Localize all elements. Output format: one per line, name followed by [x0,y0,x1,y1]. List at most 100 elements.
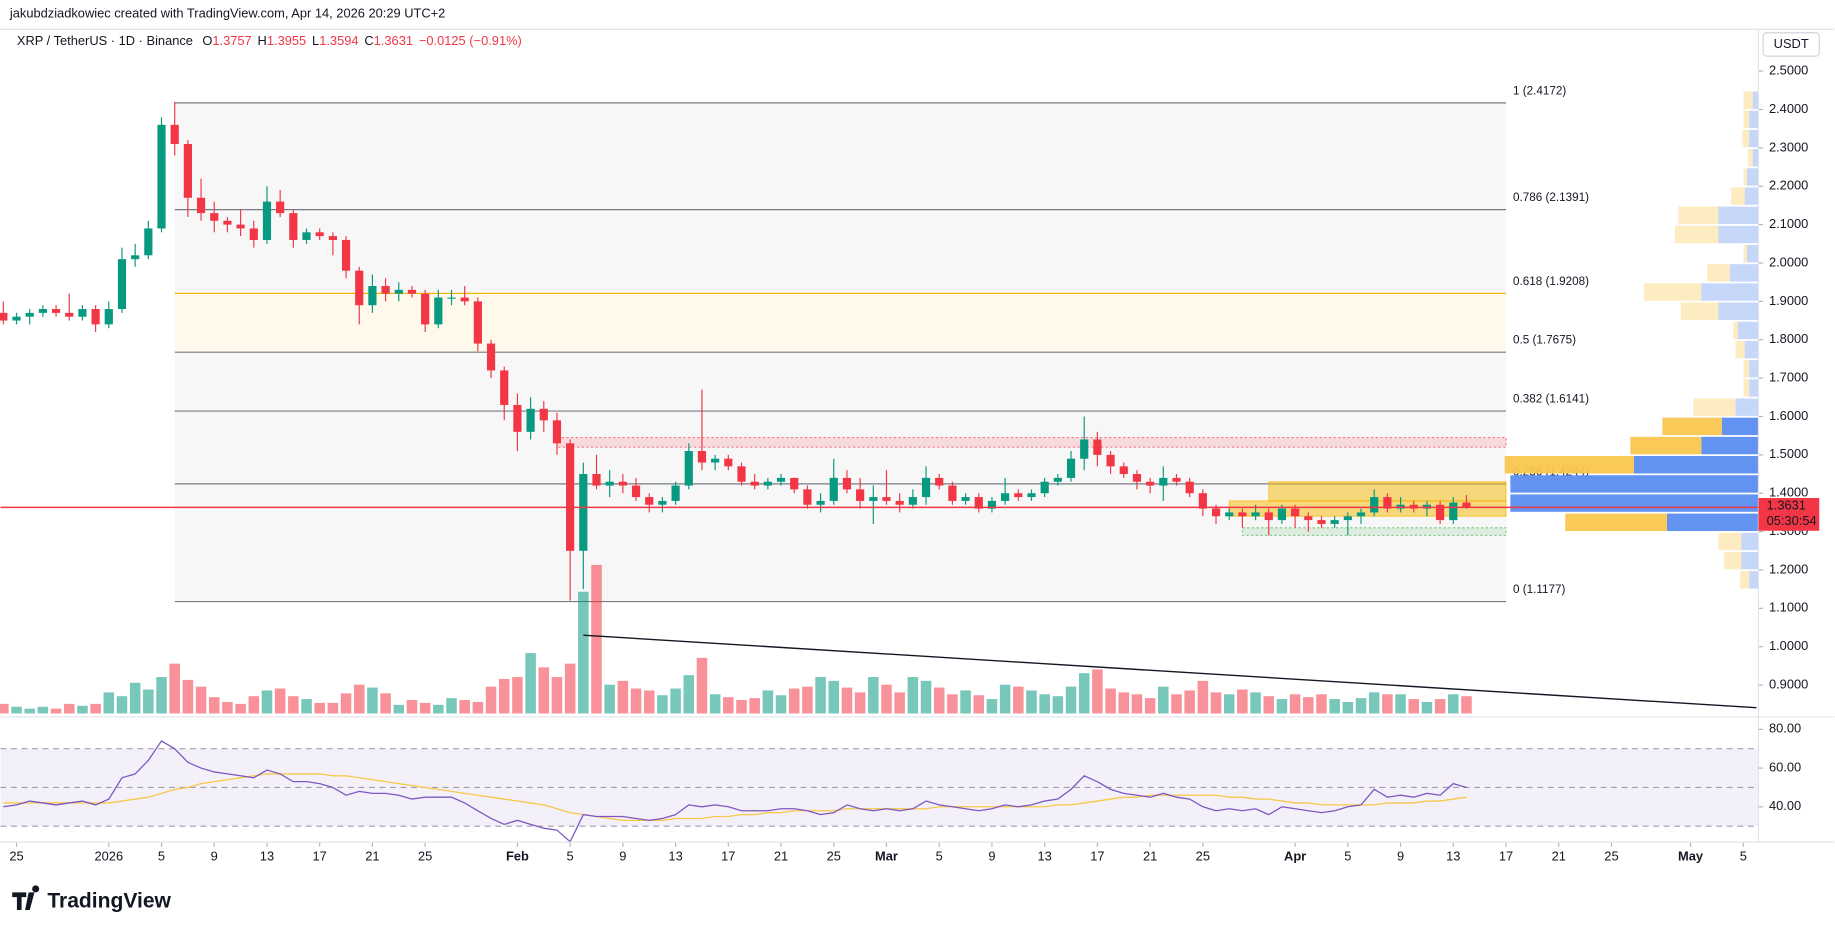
legend: XRP / TetherUS · 1D · Binance O1.3757 H1.3… [17,33,522,48]
volume-bar [1368,692,1380,714]
volume-bar [525,653,536,714]
volume-bar [156,677,167,714]
volume-bar [538,667,550,714]
profile-up [1701,436,1759,455]
profile-up [1749,129,1759,148]
currency[interactable]: USDT [1774,36,1809,51]
candle-body [1383,497,1392,509]
candle-body [803,489,812,505]
volume-bar [327,702,339,714]
candle-body [1330,520,1339,524]
volume-bar [472,701,484,714]
profile-up [1752,149,1759,167]
profile-down [1678,206,1719,225]
volume-bar [340,693,352,714]
volume-bar [1250,692,1261,714]
candle-body [684,451,693,486]
candle-body [631,485,641,498]
candle-body [289,213,298,240]
candle-body [987,500,997,509]
volume-bar [1382,694,1393,714]
volume-bar [841,687,853,714]
profile-down [1718,532,1742,551]
volume-bar [380,693,391,714]
profile-up [1741,551,1759,570]
x-tick-label: 5 [1740,849,1747,864]
profile-down [1706,264,1730,282]
candle-body [1264,512,1273,521]
x-tick-label: 21 [1143,849,1157,864]
candle-body [1225,512,1234,517]
volume-bar [670,688,681,714]
volume-bar [1276,699,1288,714]
y-tick-label: 2.5000 [1769,63,1808,78]
volume-bar [1026,690,1037,714]
currency-box[interactable] [1762,32,1820,57]
volume-bar [235,703,246,714]
high-value: 1.3955 [267,33,306,48]
profile-up [1718,206,1759,225]
ohlc-prefix: L [312,33,319,48]
volume-bar [182,679,194,714]
candle-body [750,481,759,486]
profile-up [1701,283,1759,301]
profile-down [1743,110,1750,129]
x-tick-label: 13 [668,849,682,864]
volume-bar [933,687,945,714]
volume-bar [446,698,457,714]
rsi-tick-label: 80.00 [1769,721,1801,736]
candle-body [829,477,838,501]
candle-body [341,239,351,271]
x-tick-label: 13 [1038,849,1052,864]
candle-body [144,228,153,256]
x-tick-label: 17 [1499,849,1513,864]
candle-body [816,500,825,505]
x-tick-label: May [1678,849,1704,864]
candle-body [38,309,47,313]
profile-up [1741,532,1759,551]
volume-bar [1052,696,1064,714]
volume-bar [1434,699,1446,714]
x-tick-label: Mar [875,849,898,864]
volume-bar [512,677,523,714]
volume-bar [0,703,9,714]
countdown: 05:30:54 [1767,513,1817,528]
profile-down [1735,340,1745,359]
candle-body [1449,502,1458,521]
volume-bar [11,706,22,714]
x-tick-label: 17 [313,849,327,864]
profile-down [1680,302,1719,320]
volume-bar [406,700,418,714]
candle-body [223,220,232,225]
candle-body [618,481,627,486]
x-tick-label: 9 [988,849,995,864]
candle-body [157,124,166,229]
volume-bar [1118,692,1130,714]
volume-bar [24,708,35,714]
candle-body [974,497,983,509]
candle-body [1291,508,1300,517]
volume-bar [1144,698,1156,714]
x-tick-label: 21 [774,849,788,864]
profile-down [1743,360,1750,378]
volume-bar [749,698,760,714]
open-value: 1.3757 [212,33,251,48]
y-tick-label: 2.1000 [1769,216,1808,231]
volume-bar [709,694,721,714]
candle-body [1343,516,1352,521]
profile-up [1721,417,1759,436]
profile-down [1662,417,1722,436]
candle-body [1251,512,1260,517]
x-tick-label: 5 [567,849,574,864]
candle-body [196,197,206,214]
volume-bar [433,704,444,714]
profile-down [1630,436,1702,455]
x-tick-label: 5 [158,849,165,864]
volume-bar [1329,699,1340,714]
volume-bar [604,684,615,714]
candle-body [1185,481,1194,494]
volume-bar [1092,669,1103,714]
volume-bar [393,704,405,714]
